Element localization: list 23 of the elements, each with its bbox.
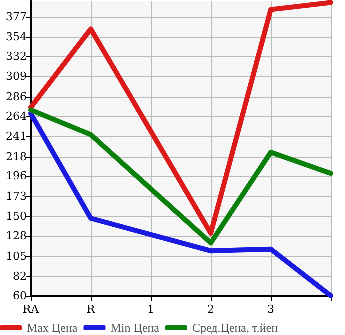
x-tick-label: 3 xyxy=(268,303,274,316)
y-tick-label: 82 xyxy=(13,270,27,284)
y-tick-label: 309 xyxy=(6,70,27,84)
y-tick-label: 105 xyxy=(6,250,27,263)
y-tick-label: 150 xyxy=(6,210,27,224)
x-tick-label: 1 xyxy=(148,303,154,316)
y-tick-label: 332 xyxy=(6,50,27,63)
legend-label: Min Цена xyxy=(110,321,160,335)
legend-label: Max Цена xyxy=(27,321,78,335)
y-tick-label: 196 xyxy=(6,170,27,183)
y-tick-label: 128 xyxy=(6,230,27,243)
y-tick-label: 218 xyxy=(6,150,27,164)
y-tick-label: 377 xyxy=(6,10,27,24)
y-tick-label: 173 xyxy=(6,190,27,203)
y-tick-label: 354 xyxy=(6,30,27,44)
x-tick-label: RA xyxy=(22,303,40,316)
y-tick-label: 60 xyxy=(13,290,27,302)
y-tick-label: 241 xyxy=(6,130,27,144)
x-tick-label: R xyxy=(86,303,96,316)
legend-label: Сред.Цена, т.йен xyxy=(192,321,279,335)
y-tick-label: 264 xyxy=(6,110,27,123)
x-tick-label: 2 xyxy=(208,303,214,316)
y-tick-label: 286 xyxy=(6,90,27,104)
